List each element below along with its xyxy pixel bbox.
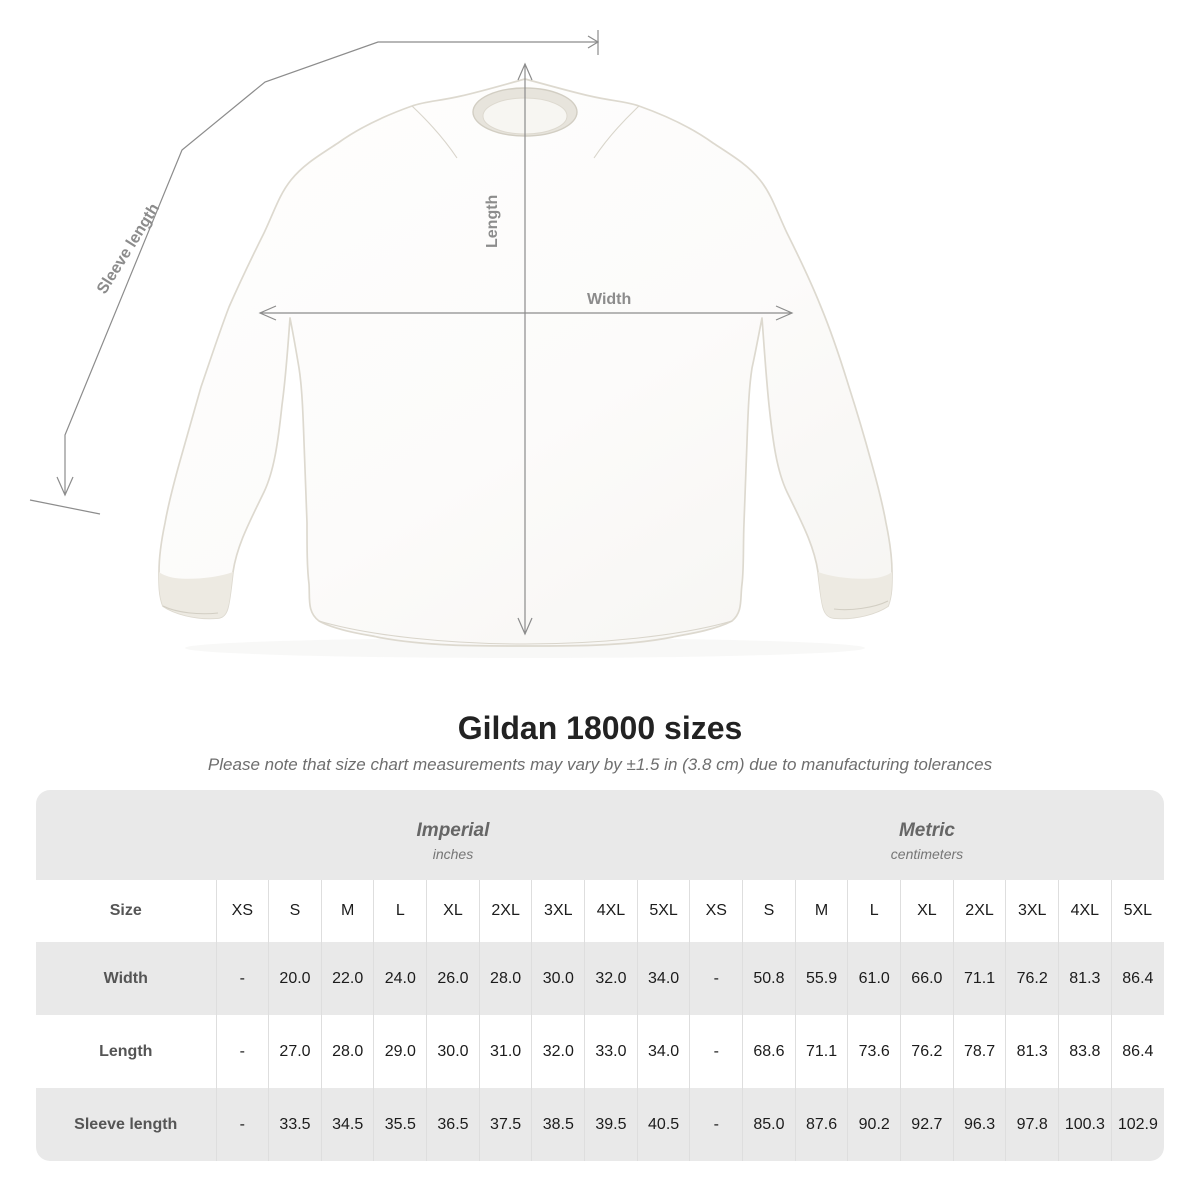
svg-text:Sleeve length: Sleeve length (94, 201, 163, 297)
svg-text:Length: Length (484, 195, 501, 248)
svg-text:Width: Width (587, 291, 631, 308)
